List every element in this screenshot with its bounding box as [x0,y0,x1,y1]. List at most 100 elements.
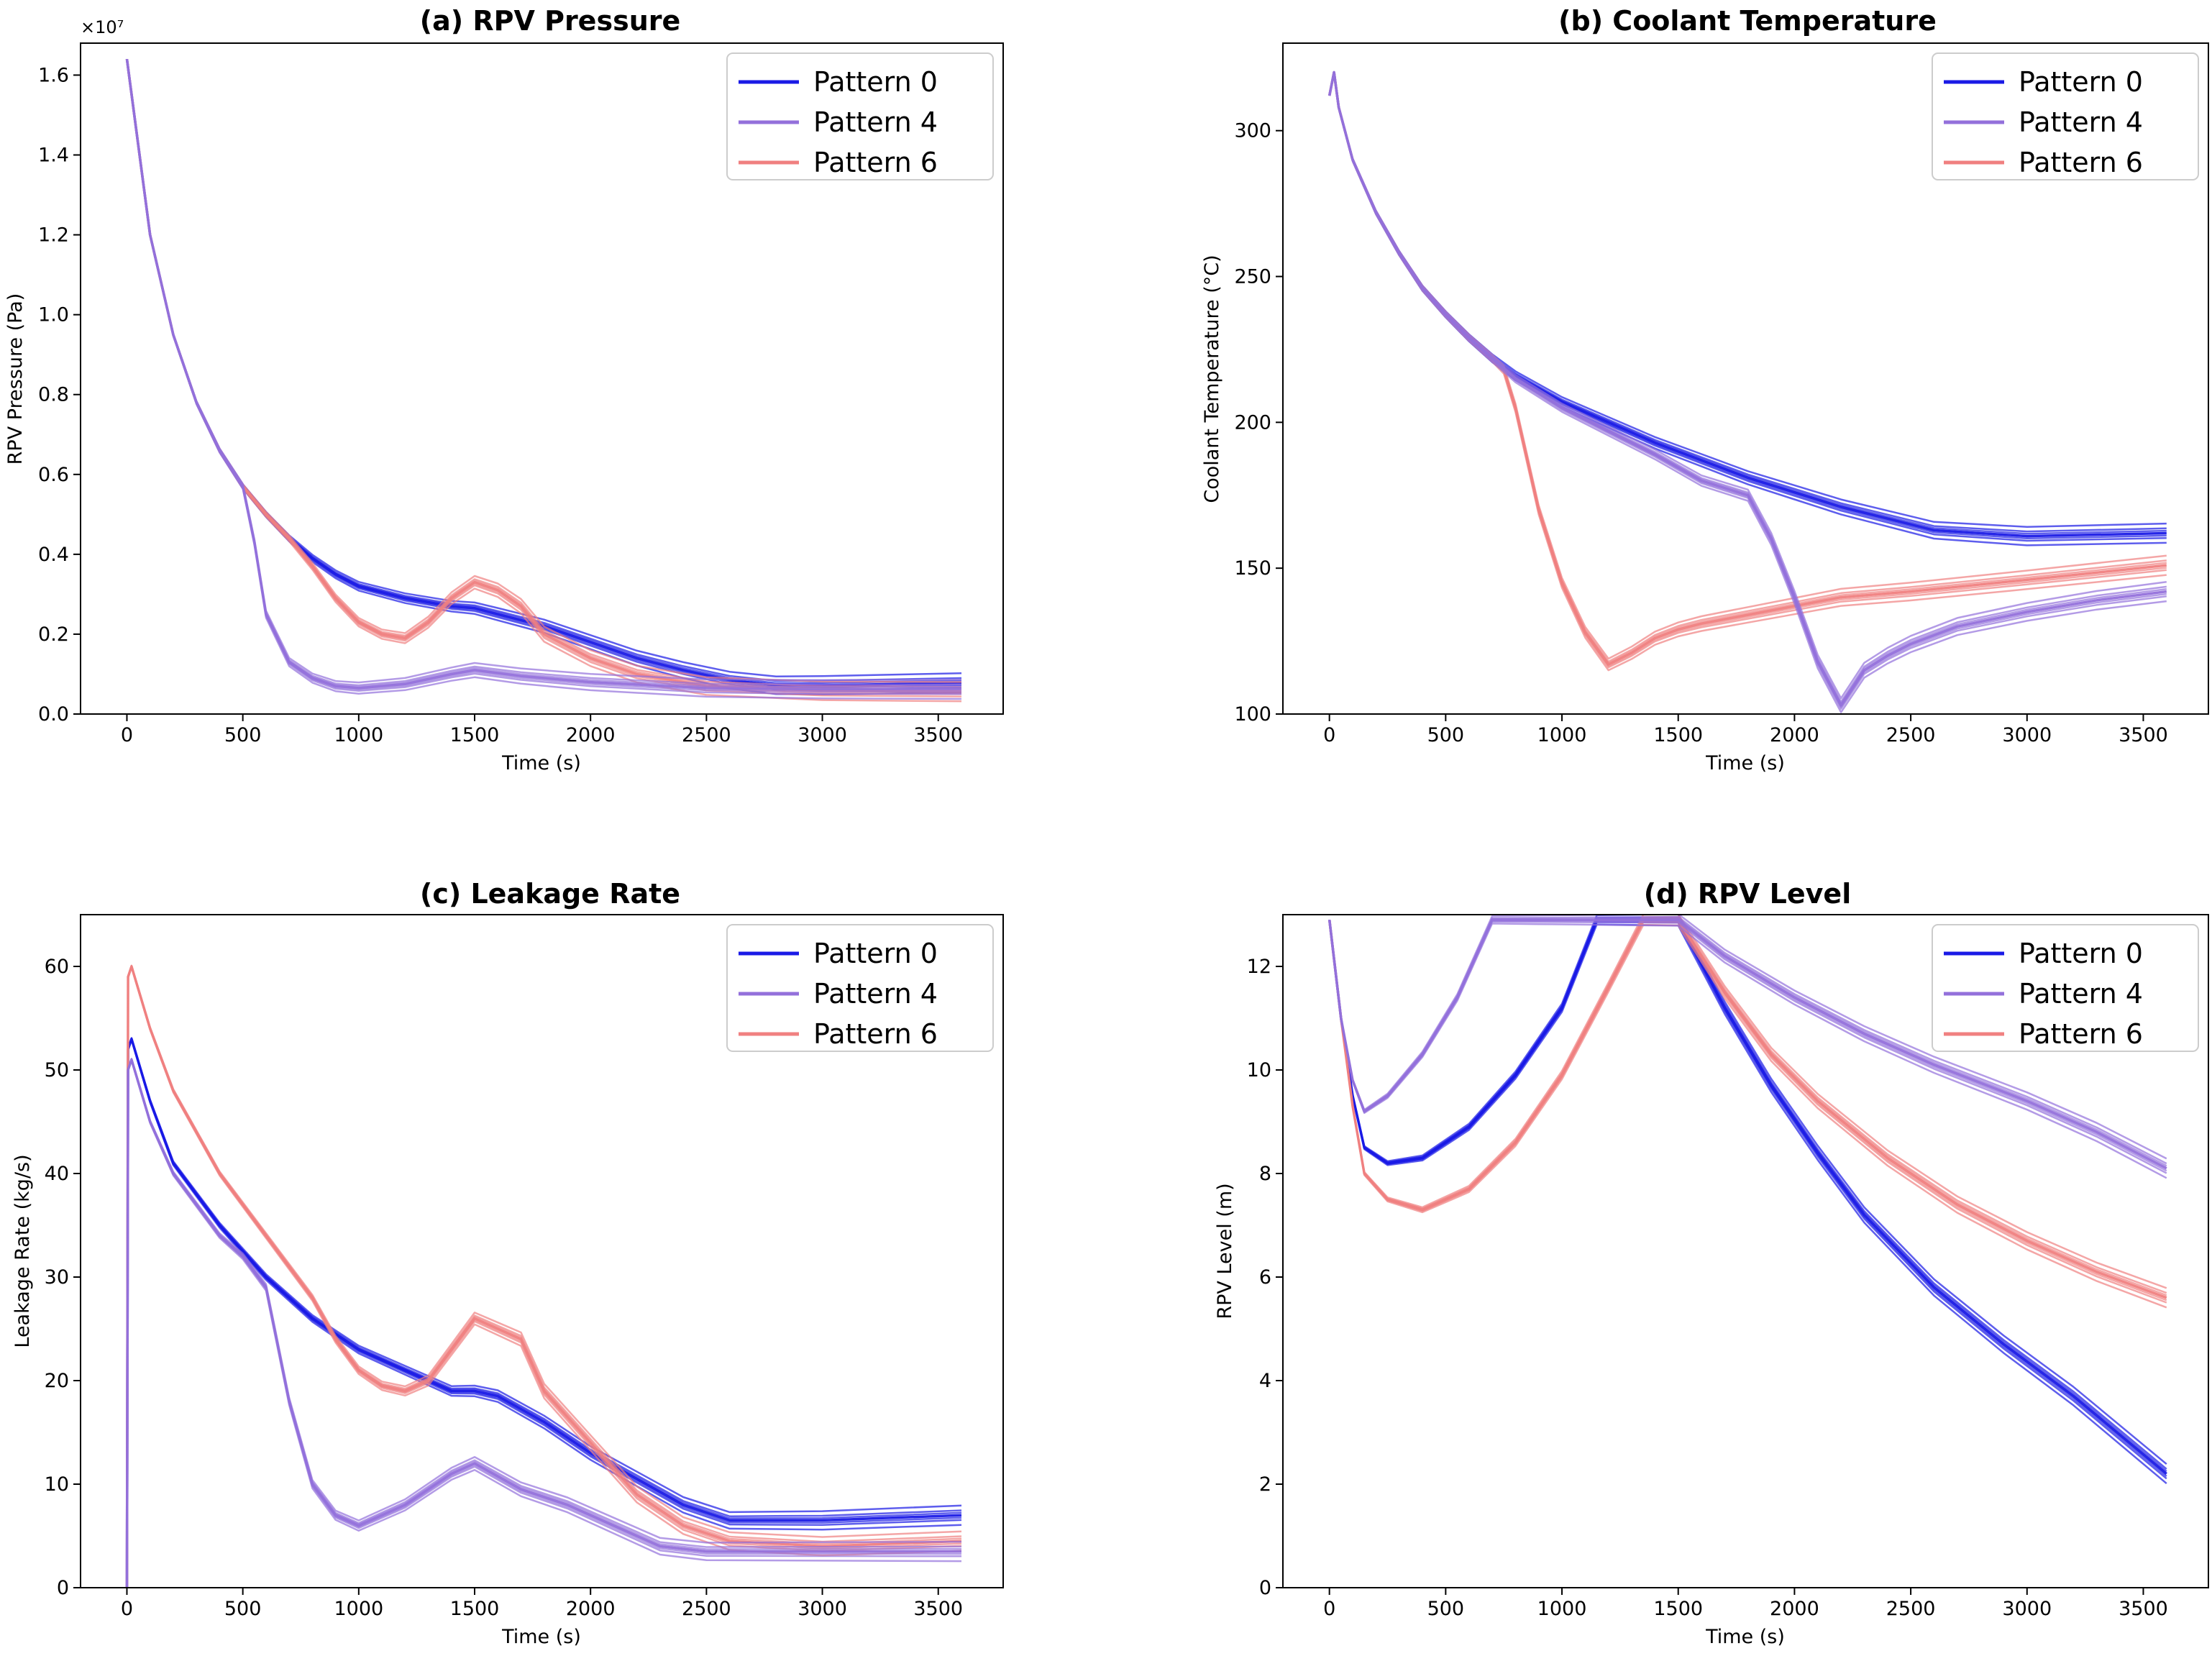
x-tick-label: 2500 [682,724,731,746]
x-tick-label: 0 [1323,1598,1335,1620]
legend-frame [1932,924,2199,1052]
x-tick-label: 1500 [450,724,500,746]
legend-frame [1932,52,2199,180]
series-line-pattern-4 [126,1058,962,1588]
legend-label: Pattern 6 [2019,147,2143,178]
x-tick-label: 3000 [2002,1598,2052,1620]
y-tick-label: 40 [45,1163,69,1185]
x-tick-label: 3000 [797,724,847,746]
series-line-pattern-0 [126,1038,962,1588]
y-tick-label: 250 [1234,266,1271,288]
series-lines [1327,70,2167,713]
y-tick-label: 0 [1259,1577,1271,1599]
x-tick-label: 3500 [913,724,963,746]
y-axis-label: RPV Pressure (Pa) [4,293,27,465]
x-tick-label: 500 [224,1598,262,1620]
axis-ticks: 0 500 1000 1500 2000 2500 3000 3500 0 10 20 30 40 50 6… [45,956,963,1620]
y-axis-label: RPV Level (m) [1214,1183,1236,1319]
x-tick-label: 2000 [566,1598,616,1620]
y-tick-label: 10 [1247,1059,1271,1081]
x-axis-label: Time (s) [501,752,581,774]
y-tick-label: 0.4 [38,544,69,566]
y-tick-label: 12 [1247,956,1271,978]
series-line-pattern-0 [126,1037,962,1588]
series-line-pattern-0 [126,1038,962,1588]
panel-title: (a) RPV Pressure [420,5,681,37]
y-axis-label: Leakage Rate (kg/s) [12,1154,34,1348]
series-lines [125,58,962,703]
panel-title: (d) RPV Level [1644,878,1851,910]
y-tick-label: 50 [45,1059,69,1081]
series-lines [125,964,962,1588]
x-axis-label: Time (s) [1705,752,1785,774]
x-tick-label: 500 [1427,1598,1465,1620]
x-tick-label: 2500 [682,1598,731,1620]
y-tick-label: 1.2 [38,224,69,247]
panel-title: (c) Leakage Rate [420,878,680,910]
legend: Pattern 0 Pattern 4 Pattern 6 [1932,924,2199,1052]
y-tick-label: 60 [45,956,69,978]
series-line-pattern-4 [126,1059,962,1588]
legend: Pattern 0 Pattern 4 Pattern 6 [726,52,994,180]
x-tick-label: 3500 [2119,1598,2168,1620]
y-tick-label: 2 [1259,1473,1271,1496]
axis-ticks: 0 500 1000 1500 2000 2500 3000 3500 100 150 200 250… [1234,120,2167,746]
x-tick-label: 1000 [1537,724,1587,746]
axis-ticks: 0 500 1000 1500 2000 2500 3000 3500 0 2 4 6 8 10 12 [1247,956,2168,1620]
series-line-pattern-4 [126,1058,962,1588]
x-tick-label: 1000 [334,1598,383,1620]
series-line-pattern-4 [126,59,962,688]
y-tick-label: 20 [45,1370,69,1392]
series-line-pattern-0 [126,1038,962,1588]
series-line-pattern-4 [1328,920,2167,1179]
legend: Pattern 0 Pattern 4 Pattern 6 [726,924,994,1052]
y-tick-label: 300 [1234,120,1271,142]
x-tick-label: 1500 [450,1598,500,1620]
y-tick-label: 200 [1234,411,1271,434]
legend: Pattern 0 Pattern 4 Pattern 6 [1932,52,2199,180]
axes-frame [1282,42,2209,715]
x-tick-label: 2500 [1886,1598,1936,1620]
x-tick-label: 2000 [566,724,616,746]
x-tick-label: 1500 [1653,1598,1703,1620]
x-tick-label: 0 [121,724,133,746]
x-tick-label: 2500 [1886,724,1936,746]
x-tick-label: 0 [121,1598,133,1620]
y-tick-label: 4 [1259,1370,1271,1392]
axes-frame [80,914,1004,1588]
x-tick-label: 2000 [1770,1598,1819,1620]
x-tick-label: 3500 [2119,724,2168,746]
series-line-pattern-6 [1328,917,2167,1296]
legend-label: Pattern 0 [2019,938,2143,969]
y-tick-label: 0.0 [38,703,69,726]
legend-label: Pattern 6 [2019,1018,2143,1050]
panel-title: (b) Coolant Temperature [1558,5,1937,37]
y-tick-label: 1.0 [38,304,69,326]
series-lines [1327,915,2167,1485]
series-line-pattern-4 [126,1058,962,1588]
series-line-pattern-4 [1328,917,2167,1167]
legend-label: Pattern 4 [813,106,938,138]
y-tick-label: 6 [1259,1266,1271,1289]
x-tick-label: 1500 [1653,724,1703,746]
panel-a: (a) RPV Pressure ×10⁷ 0 500 1000 1500 2000 25… [4,5,1004,774]
x-tick-label: 500 [224,724,262,746]
y-tick-label: 1.4 [38,145,69,167]
legend-label: Pattern 4 [813,978,938,1010]
axes-frame [1282,914,2209,1588]
panel-b: (b) Coolant Temperature 0 500 1000 1500 2000… [1201,5,2209,774]
series-line-pattern-0 [126,1037,962,1588]
y-tick-label: 8 [1259,1163,1271,1185]
legend-label: Pattern 0 [2019,66,2143,98]
x-axis-label: Time (s) [1705,1626,1785,1648]
y-tick-label: 0.2 [38,623,69,646]
x-tick-label: 1000 [334,724,383,746]
y-tick-label: 1.6 [38,64,69,86]
y-tick-label: 150 [1234,557,1271,580]
axes-frame [80,42,1004,715]
series-line-pattern-4 [126,1058,962,1588]
legend-frame [726,52,994,180]
x-tick-label: 0 [1323,724,1335,746]
x-tick-label: 2000 [1770,724,1819,746]
